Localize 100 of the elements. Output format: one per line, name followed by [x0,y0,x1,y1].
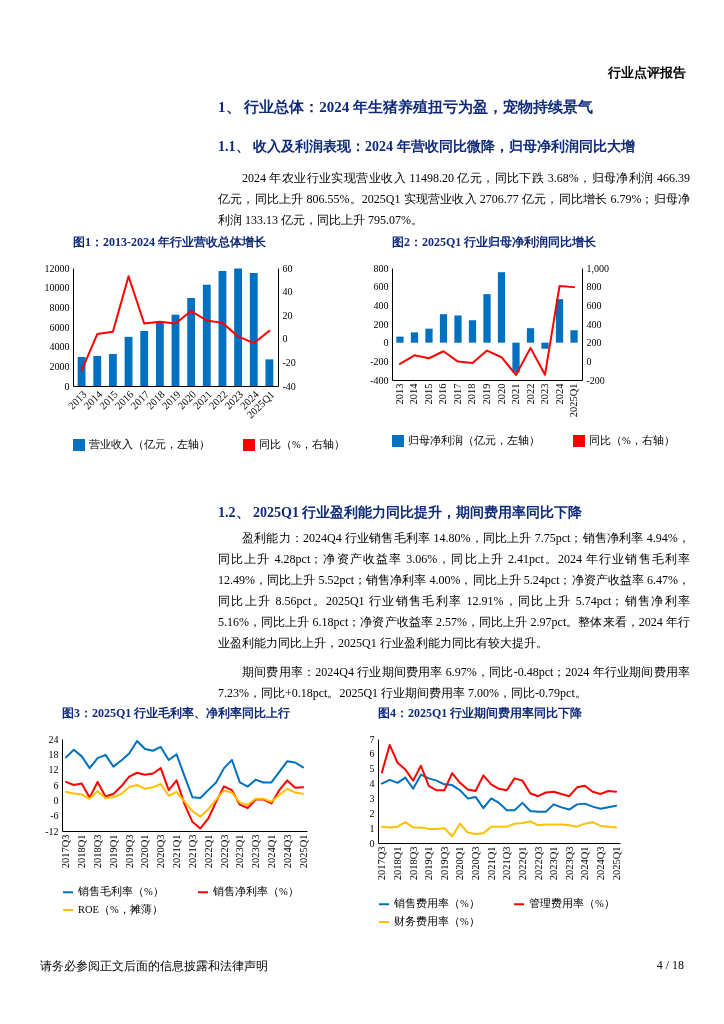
bar [483,294,491,343]
y-tick-label: 12000 [44,262,70,274]
x-tick-label: 2023Q3 [563,846,575,881]
x-tick-label: 2021 [510,383,522,405]
x-tick-label: 2019 [481,383,492,405]
x-tick-label: 2024 [553,382,565,405]
line-series [398,285,576,376]
chart-title: 图3：2025Q1 行业毛利率、净利率同比上行 [62,706,291,720]
bar [410,332,419,343]
chart-title: 图4：2025Q1 行业期间费用率同比下降 [378,706,584,720]
bar [265,359,274,386]
x-tick-label: 2024Q3 [594,846,606,881]
x-tick-label: 2024Q3 [281,834,293,869]
legend-label: 销售毛利率（%） [77,885,164,898]
y-tick-label: 0 [53,794,59,806]
y-tick-label: 3 [369,792,375,804]
legend-label: 营业收入（亿元，左轴） [89,438,210,450]
x-tick-label: 2018Q1 [76,834,88,869]
y-tick-label: 6 [53,779,59,791]
y-tick-label: 1 [369,822,375,834]
x-tick-label: 2023Q1 [234,834,246,869]
line-series [64,740,305,800]
y2-tick-label: -200 [586,374,605,386]
bar [155,321,164,386]
y-tick-label: 6000 [49,321,70,333]
legend-label: 同比（%，右轴） [259,438,345,450]
bar [468,320,477,343]
x-tick-label: 2020Q1 [139,834,151,869]
legend-label: 销售费用率（%） [393,897,480,910]
y2-tick-label: 0 [586,355,592,367]
x-tick-label: 2022 [524,383,536,405]
y-tick-label: 600 [373,281,389,293]
text: 请务必参阅正文后面的信息披露和法律声明 [40,958,268,975]
bar [541,342,549,349]
x-tick-label: 2025Q1 [610,846,622,881]
y-tick-label: 2000 [49,360,70,372]
x-tick-label: 2017Q3 [376,846,388,881]
text: 1.1、 收入及利润表现：2024 年营收同比微降，归母净利润同比大增 [218,138,635,156]
x-tick-label: 2023 [539,383,551,405]
legend-label: 管理费用率（%） [529,897,615,910]
y-tick-label: -6 [50,810,59,822]
text: 期间费用率：2024Q4 行业期间费用率 6.97%，同比-0.48pct；2024 年行业期间费用率 7.23%，同比+0.18pct。2025Q1 行业期间费用率 7.00%，同比-0.79pct。 [218,664,690,702]
y2-tick-label: 20 [282,309,293,321]
y-tick-label: -12 [45,825,59,837]
bar [234,268,243,386]
y-tick-label: 24 [48,733,59,745]
line-series [380,820,618,838]
y-tick-label: 0 [64,380,70,392]
y2-tick-label: 1,000 [586,262,609,274]
y-tick-label: 800 [373,262,389,274]
x-tick-label: 2019Q3 [123,834,135,869]
y-tick-label: 4 [369,778,375,790]
x-tick-label: 2021Q3 [186,834,198,869]
x-tick-label: 2020Q3 [155,834,167,869]
y-tick-label: 18 [48,748,59,760]
x-tick-label: 2018Q3 [407,846,419,881]
x-tick-label: 2023Q1 [548,846,560,881]
y-tick-label: 400 [373,299,389,311]
x-tick-label: 2014 [408,382,420,405]
x-tick-label: 2022Q3 [218,834,230,869]
bar [93,356,102,386]
text: 盈利能力：2024Q4 行业销售毛利率 14.80%，同比上升 7.75pct；销售净利率 4.94%，同比上升 4.28pct；净资产收益率 3.06%，同比上升 2.41pct。2024 年行业销售毛利率 12.49%，同比上升 5.52pct；销售净利率 4.00%，同比上升 5.24pct；净资产收益率 6.47%，同比上升 8.56pct。2025Q1 行业销售毛利率 12.91%，同比上升 5.74pct；销售净利率 5.16%，同比上升 6.18pct；净资产收益率 2.57%，同比上升 2.97pct。整体来看，2024 年行业盈利能力同比上升，2025Q1 行业盈利能力同比有较大提升。 [218,530,690,652]
line-series [64,782,305,818]
y-tick-label: 0 [383,337,389,349]
bar [396,336,404,343]
y-tick-label: 200 [373,318,389,330]
y-tick-label: 2 [369,807,375,819]
y-tick-label: 10000 [44,282,70,294]
y2-tick-label: 60 [282,262,293,274]
x-tick-label: 2022Q1 [516,846,528,881]
x-tick-label: 2018Q3 [92,834,104,869]
bar [249,272,258,386]
text: 4 / 18 [656,958,684,973]
x-tick-label: 2021Q1 [485,846,497,881]
y2-tick-label: 400 [586,318,602,330]
legend-label: 销售净利率（%） [212,885,299,898]
bar [425,328,433,343]
line-series [380,743,618,798]
y-tick-label: -200 [370,355,389,367]
y-tick-label: 8000 [49,301,70,313]
y-tick-label: 0 [369,837,375,849]
bar [497,272,506,343]
x-tick-label: 2013 [393,383,405,405]
chart-title: 图1：2013-2024 年行业营收总体增长 [73,235,267,249]
x-tick-label: 2019Q3 [438,846,450,881]
y2-tick-label: -40 [282,380,296,392]
text: 1.2、 2025Q1 行业盈利能力同比提升，期间费用率同比下降 [218,504,583,522]
bar [140,330,149,386]
y-tick-label: 4000 [49,341,70,353]
y2-tick-label: 0 [282,333,288,345]
x-tick-label: 2019Q1 [423,846,435,881]
bar [187,297,196,386]
bar [202,284,211,386]
y2-tick-label: 600 [586,299,602,311]
legend-label: 归母净利润（亿元，左轴） [408,434,540,446]
line-series [380,773,618,813]
x-tick-label: 2017Q3 [60,834,72,869]
legend-label: 财务费用率（%） [394,915,480,927]
text: 1、 行业总体：2024 年生猪养殖扭亏为盈，宠物持续景气 [218,98,593,117]
x-tick-label: 2022Q1 [202,834,214,869]
